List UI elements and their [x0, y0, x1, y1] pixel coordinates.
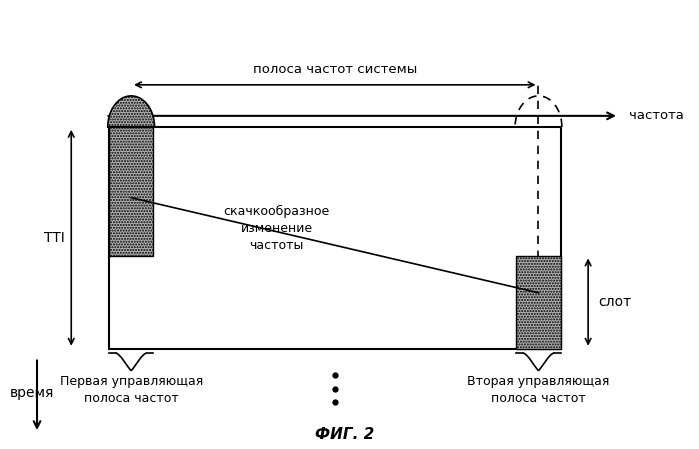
- Text: частота: частота: [629, 110, 684, 123]
- Text: Первая управляющая
полоса частот: Первая управляющая полоса частот: [59, 375, 203, 405]
- Polygon shape: [108, 96, 154, 127]
- Text: скачкообразное
изменение
частоты: скачкообразное изменение частоты: [224, 205, 330, 252]
- Text: Вторая управляющая
полоса частот: Вторая управляющая полоса частот: [468, 375, 610, 405]
- Text: TTI: TTI: [43, 231, 64, 245]
- Bar: [109, 127, 153, 255]
- Text: время: время: [10, 386, 54, 400]
- Text: ФИГ. 2: ФИГ. 2: [315, 427, 375, 442]
- Bar: [109, 127, 561, 349]
- Bar: [517, 255, 561, 349]
- Text: полоса частот системы: полоса частот системы: [253, 63, 417, 76]
- Text: слот: слот: [598, 295, 631, 309]
